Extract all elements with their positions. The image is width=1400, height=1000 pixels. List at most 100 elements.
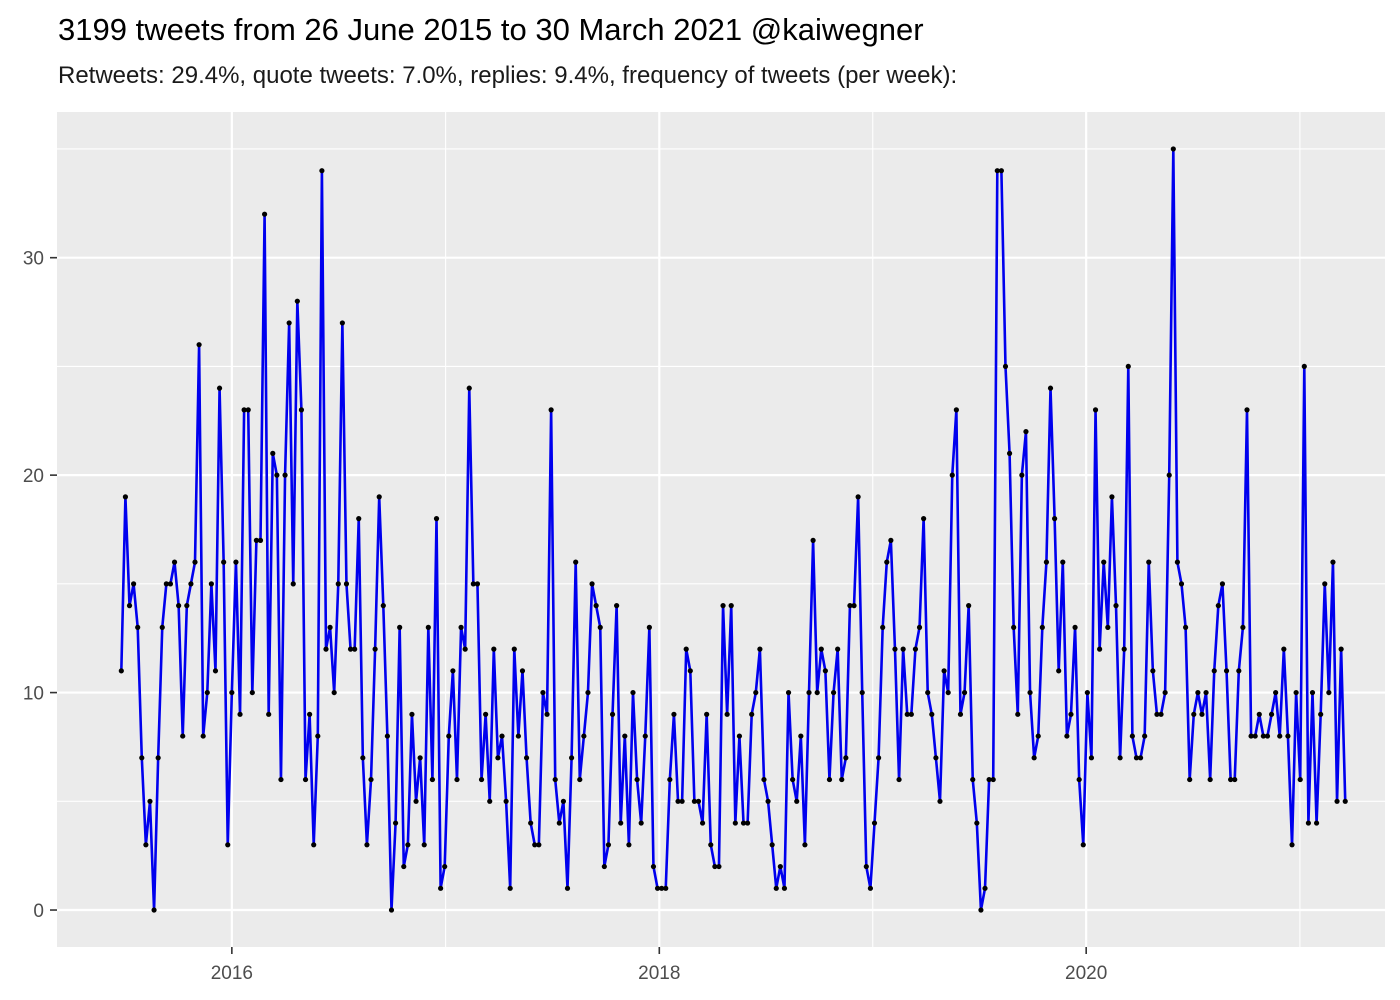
y-tick-label: 10 — [23, 684, 44, 705]
data-point — [163, 581, 169, 587]
data-point — [896, 776, 902, 783]
data-point — [1309, 689, 1316, 696]
y-tick-label: 0 — [33, 901, 44, 922]
data-point — [990, 776, 996, 783]
data-point — [732, 820, 738, 826]
data-point — [855, 494, 861, 500]
data-point — [135, 624, 141, 630]
data-point — [225, 842, 231, 848]
data-point — [290, 581, 296, 587]
data-point — [970, 776, 976, 783]
data-point — [605, 842, 612, 848]
plot-panel — [57, 112, 1385, 947]
data-point — [1338, 646, 1344, 652]
data-point — [1313, 820, 1320, 826]
data-point — [548, 407, 554, 413]
data-point — [634, 776, 640, 783]
data-point — [1326, 689, 1332, 696]
data-point — [994, 168, 1000, 174]
data-point — [822, 668, 828, 674]
data-point — [1219, 581, 1226, 587]
chart-subtitle: Retweets: 29.4%, quote tweets: 7.0%, rep… — [58, 62, 958, 89]
data-point — [601, 863, 607, 870]
data-point — [483, 711, 489, 717]
data-point — [1043, 559, 1050, 565]
data-point — [691, 798, 697, 804]
data-point — [171, 559, 178, 565]
data-point — [327, 624, 333, 630]
data-point — [716, 863, 722, 870]
data-point — [409, 711, 415, 717]
data-point — [401, 863, 407, 870]
data-point — [843, 755, 849, 761]
chart-title: 3199 tweets from 26 June 2015 to 30 Marc… — [58, 12, 924, 47]
data-point — [1068, 711, 1074, 717]
data-point — [466, 385, 472, 391]
data-point — [654, 885, 661, 891]
data-point — [552, 776, 558, 783]
data-point — [1183, 624, 1189, 630]
data-point — [904, 711, 910, 717]
data-point — [568, 755, 575, 761]
data-point — [143, 842, 149, 848]
data-point — [515, 733, 521, 739]
data-point — [1084, 689, 1090, 696]
data-point — [155, 755, 161, 761]
data-point — [339, 320, 345, 326]
data-point — [1023, 429, 1029, 435]
data-point — [675, 798, 681, 804]
data-point — [712, 863, 718, 870]
data-point — [384, 733, 390, 739]
data-point — [1039, 624, 1045, 630]
data-point — [1154, 711, 1160, 717]
data-point — [925, 689, 931, 696]
data-point — [1281, 646, 1287, 652]
data-point — [425, 624, 431, 630]
data-point — [1223, 668, 1230, 674]
data-point — [1097, 646, 1103, 652]
data-point — [1113, 603, 1119, 609]
data-point — [614, 603, 620, 609]
data-point — [753, 689, 759, 696]
data-point — [1170, 146, 1176, 152]
data-point — [912, 646, 919, 652]
data-point — [769, 842, 775, 848]
data-point — [315, 733, 321, 739]
data-point — [1252, 733, 1258, 739]
data-point — [1162, 689, 1168, 696]
data-point — [1002, 363, 1009, 370]
data-point — [986, 776, 992, 783]
data-point — [458, 624, 464, 630]
data-point — [282, 472, 288, 478]
data-point — [352, 646, 358, 652]
data-point — [1305, 820, 1311, 826]
data-point — [1248, 733, 1254, 739]
data-point — [1166, 472, 1172, 478]
data-point — [1105, 624, 1111, 630]
data-point — [826, 776, 833, 783]
data-point — [794, 798, 800, 804]
data-point — [462, 646, 468, 652]
data-point — [757, 646, 763, 652]
data-point — [1236, 668, 1242, 674]
data-point — [687, 668, 693, 674]
data-point — [131, 581, 137, 587]
data-point — [1211, 668, 1217, 674]
data-point — [642, 733, 648, 739]
data-point — [261, 211, 268, 217]
data-point — [429, 776, 436, 783]
data-point — [683, 646, 689, 652]
data-point — [253, 537, 259, 543]
data-point — [257, 537, 264, 543]
data-point — [785, 689, 792, 696]
data-point — [900, 646, 906, 652]
data-point — [810, 537, 816, 543]
data-point — [1277, 733, 1283, 739]
data-point — [126, 603, 133, 609]
data-point — [360, 755, 366, 761]
data-point — [192, 559, 198, 565]
data-point — [294, 298, 300, 304]
data-point — [1133, 755, 1140, 761]
data-point — [1142, 733, 1148, 739]
data-point — [1027, 689, 1033, 696]
